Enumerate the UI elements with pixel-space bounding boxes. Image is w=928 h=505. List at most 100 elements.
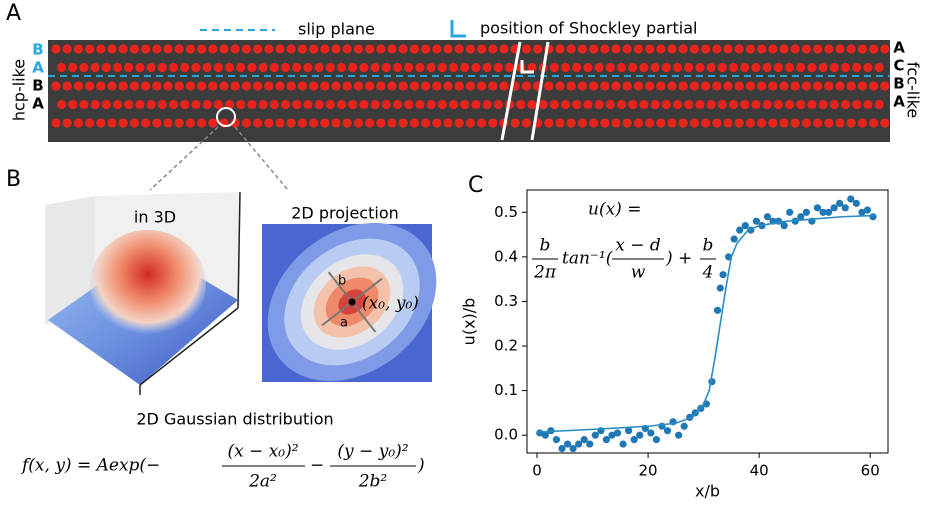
atom	[68, 62, 78, 73]
atom	[224, 99, 235, 110]
atom	[314, 62, 324, 73]
data-point	[619, 440, 627, 448]
atom	[376, 44, 386, 54]
atom	[96, 118, 106, 128]
atom	[493, 99, 503, 110]
atom	[124, 99, 134, 110]
atom	[286, 44, 296, 54]
atom	[325, 99, 335, 110]
atom	[566, 44, 576, 54]
atom	[443, 44, 453, 54]
atom	[191, 62, 201, 73]
atom	[678, 44, 688, 54]
atom	[527, 62, 537, 73]
atom	[370, 99, 380, 110]
data-point	[802, 208, 810, 216]
atom	[342, 118, 352, 128]
data-point	[763, 213, 772, 221]
atom	[734, 118, 744, 128]
atom	[141, 118, 151, 128]
formula-part: ) +	[665, 249, 692, 269]
atom	[717, 99, 727, 110]
atom	[73, 81, 83, 91]
atom	[241, 81, 251, 91]
y-tick-label: 0.5	[494, 203, 518, 221]
atom	[258, 62, 268, 73]
data-point	[716, 284, 724, 292]
atom	[258, 99, 268, 110]
atom	[605, 99, 615, 110]
atom	[185, 118, 195, 128]
atom	[656, 44, 666, 54]
data-point	[841, 204, 849, 212]
atom	[146, 62, 156, 73]
formula-part: (y − y₀)²	[337, 442, 408, 462]
atom	[359, 99, 369, 110]
atom	[96, 44, 106, 54]
atom	[168, 62, 179, 73]
atom	[331, 118, 341, 128]
atom	[572, 62, 582, 73]
atom	[230, 81, 240, 91]
atom	[62, 118, 72, 128]
atom	[689, 118, 700, 128]
data-point	[736, 226, 744, 234]
atom	[779, 81, 789, 91]
atom	[454, 81, 464, 91]
atom	[734, 81, 744, 91]
atom	[314, 99, 324, 110]
data-point	[625, 427, 633, 435]
atom	[365, 81, 375, 91]
stack-label: B	[32, 41, 43, 59]
atom	[672, 62, 683, 73]
atom	[477, 81, 487, 91]
atom	[73, 44, 83, 54]
data-point	[647, 429, 655, 437]
atom	[292, 99, 302, 110]
side-label: hcp-like	[10, 59, 29, 121]
atom	[813, 81, 823, 91]
atom	[555, 118, 565, 128]
atom	[869, 44, 879, 54]
atom	[398, 44, 408, 54]
atom	[146, 99, 156, 110]
atom	[639, 99, 649, 110]
atom	[656, 81, 666, 91]
atom	[796, 99, 806, 110]
panel-letter: C	[468, 173, 483, 198]
atom	[51, 81, 61, 91]
stack-label: C	[893, 57, 904, 75]
data-point	[675, 431, 683, 439]
atom	[667, 118, 677, 128]
atom	[572, 99, 582, 110]
formula-part: )	[417, 456, 425, 476]
atom	[191, 99, 201, 110]
y-tick-label: 0.4	[494, 247, 518, 265]
atom	[101, 99, 111, 110]
stack-label: B	[893, 75, 904, 93]
atom	[230, 44, 240, 54]
atom	[213, 62, 223, 73]
atom	[566, 81, 576, 91]
atom	[740, 62, 750, 73]
atom	[398, 81, 408, 91]
atom	[768, 118, 778, 128]
data-point	[575, 440, 583, 448]
atom	[835, 44, 845, 54]
atom	[269, 62, 279, 73]
atom	[600, 81, 610, 91]
atom	[521, 81, 532, 91]
atom	[174, 118, 184, 128]
atom	[309, 118, 319, 128]
atom	[857, 44, 868, 54]
atom	[869, 118, 879, 128]
atom	[180, 99, 190, 110]
atom	[840, 99, 851, 110]
atom	[622, 44, 632, 54]
atom	[706, 99, 716, 110]
atom	[549, 99, 559, 110]
atom	[852, 62, 862, 73]
atom	[124, 62, 134, 73]
atom	[432, 81, 442, 91]
atom	[645, 44, 655, 54]
